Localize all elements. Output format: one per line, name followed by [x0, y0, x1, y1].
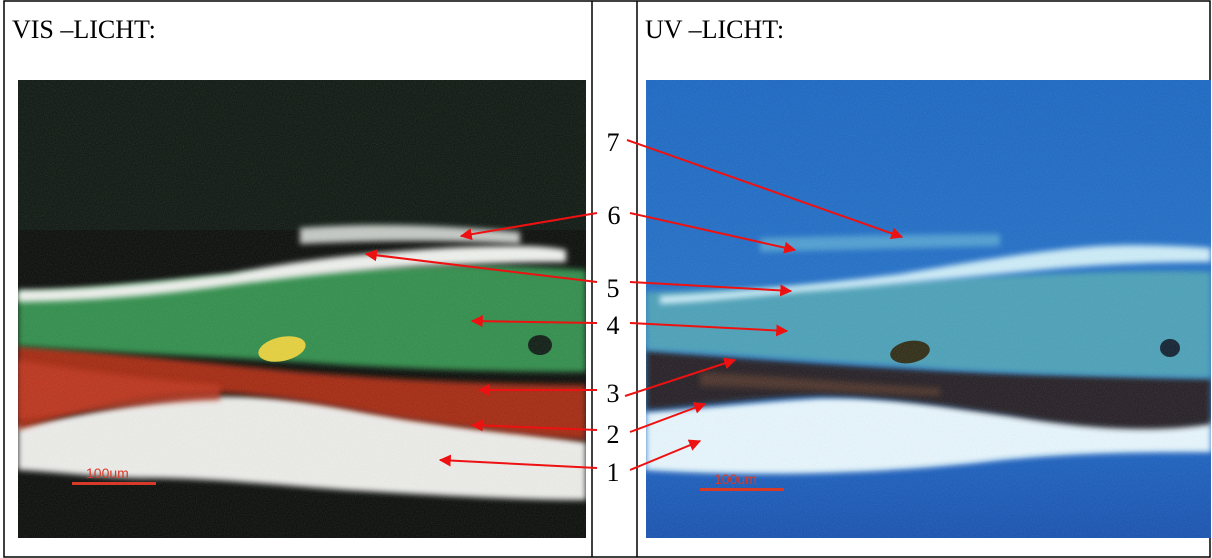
layer-label-7: 7 — [607, 128, 620, 157]
arrow-layer-7-uv — [626, 139, 904, 240]
vis-micrograph: 100um — [18, 80, 586, 538]
layer-label-5: 5 — [607, 274, 620, 303]
layer-label-3: 3 — [607, 379, 620, 408]
layer-label-2: 2 — [607, 420, 620, 449]
arrow-layer-5-uv — [629, 281, 793, 297]
arrow-layer-1-uv — [629, 439, 702, 471]
arrow-layer-4-uv — [629, 322, 789, 337]
uv-scale-label: 100um — [714, 471, 757, 487]
layer-label-1: 1 — [607, 458, 620, 487]
arrow-layer-6-vis — [459, 212, 598, 241]
uv-scale-bar — [700, 488, 784, 491]
arrow-layer-6-uv — [629, 212, 797, 254]
vis-panel-title: VIS –LICHT: — [12, 15, 156, 44]
vis-scale-bar — [72, 482, 156, 485]
arrow-layer-1-vis — [438, 454, 598, 469]
arrow-layer-5-vis — [364, 249, 598, 283]
uv-panel-title: UV –LICHT: — [645, 15, 784, 44]
layer-label-6: 6 — [608, 201, 621, 230]
annotation-arrows — [364, 139, 904, 471]
layer-labels: 7 6 5 4 3 2 1 — [607, 128, 621, 487]
arrow-layer-4-vis — [470, 315, 598, 328]
uv-micrograph: 100um — [646, 80, 1211, 538]
layer-label-4: 4 — [607, 311, 620, 340]
arrow-layer-2-vis — [470, 419, 598, 432]
vis-scale-label: 100um — [86, 465, 129, 481]
arrow-layer-3-uv — [624, 357, 737, 397]
arrow-layer-2-uv — [629, 402, 707, 433]
